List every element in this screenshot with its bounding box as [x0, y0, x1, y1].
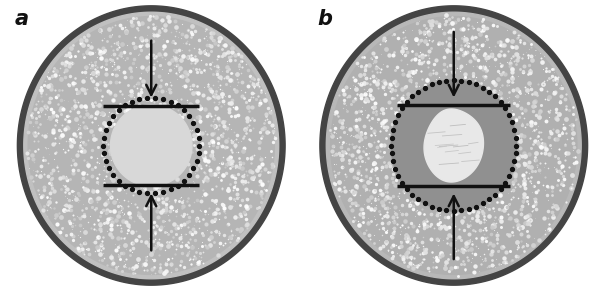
Polygon shape — [391, 80, 516, 211]
Text: a: a — [15, 9, 28, 29]
Polygon shape — [18, 6, 285, 285]
Polygon shape — [28, 17, 274, 274]
Polygon shape — [326, 12, 581, 279]
Polygon shape — [424, 109, 483, 182]
Text: b: b — [317, 9, 332, 29]
Polygon shape — [320, 6, 587, 285]
Polygon shape — [331, 17, 577, 274]
Polygon shape — [24, 12, 279, 279]
Polygon shape — [111, 105, 192, 186]
